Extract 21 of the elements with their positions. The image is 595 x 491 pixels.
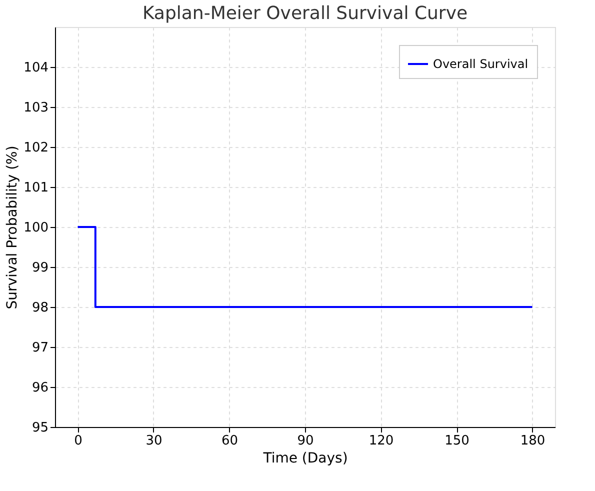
x-tick-label: 0 [74,434,82,448]
y-tick-label: 102 [24,140,48,156]
y-tick-label: 96 [32,380,48,396]
x-tick-label: 60 [221,434,238,448]
x-tick-label: 120 [368,434,394,448]
chart-title: Kaplan-Meier Overall Survival Curve [142,3,468,24]
y-tick-label: 104 [24,60,48,76]
y-tick-label: 103 [24,100,48,116]
y-tick-label: 95 [32,420,48,436]
y-tick-label: 100 [24,220,48,236]
y-tick-label: 101 [24,180,48,196]
x-tick-label: 30 [146,434,162,448]
x-tick-label: 150 [444,434,470,448]
y-tick-label: 97 [32,340,48,356]
x-tick-label: 180 [520,434,546,448]
x-tick-label: 90 [297,434,314,448]
x-axis-title: Time (Days) [262,450,348,466]
y-axis-title: Survival Probability (%) [4,146,21,310]
y-tick-label: 99 [32,260,48,276]
y-tick-label: 98 [32,300,48,316]
legend-label: Overall Survival [433,57,528,71]
